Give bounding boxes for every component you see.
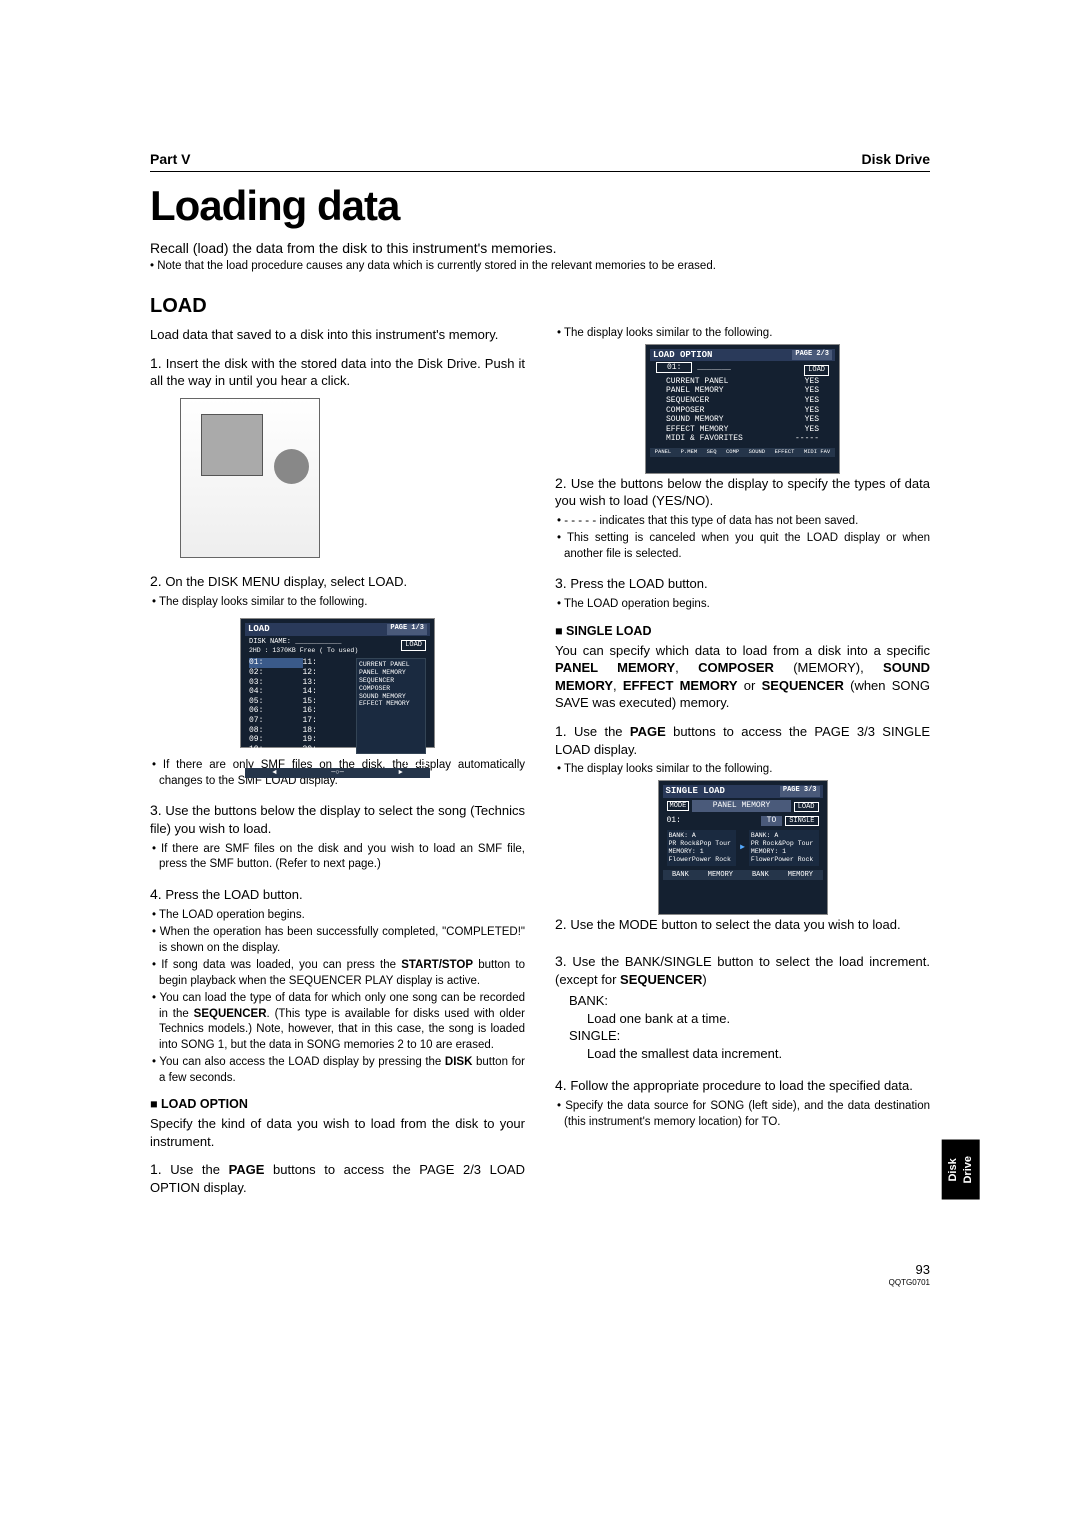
right-column: • The display looks similar to the follo… bbox=[555, 326, 930, 1201]
step-4: 4. Press the LOAD button. bbox=[150, 885, 525, 904]
disk-drive-illustration bbox=[180, 398, 320, 558]
arrow-icon: ▶ bbox=[740, 843, 745, 853]
section-label: Disk Drive bbox=[862, 150, 930, 169]
step-2: 2. On the DISK MENU display, select LOAD… bbox=[150, 572, 525, 591]
load-screen: LOADPAGE 1/3 DISK NAME: ___________ LOAD… bbox=[240, 618, 435, 748]
lo-step-1: 1. Use the PAGE buttons to access the PA… bbox=[150, 1160, 525, 1196]
intro-note: • Note that the load procedure causes an… bbox=[150, 259, 930, 275]
sl-step-3: 3. Use the BANK/SINGLE button to select … bbox=[555, 952, 930, 988]
load-button[interactable]: LOAD bbox=[804, 365, 829, 375]
step-3-note: • If there are SMF files on the disk and… bbox=[150, 842, 525, 873]
sl-step-1: 1. Use the PAGE buttons to access the PA… bbox=[555, 722, 930, 758]
load-intro: Load data that saved to a disk into this… bbox=[150, 326, 525, 344]
sl-step-4: 4. Follow the appropriate procedure to l… bbox=[555, 1076, 930, 1095]
single-load-text: You can specify which data to load from … bbox=[555, 642, 930, 712]
step-1: 1. Insert the disk with the stored data … bbox=[150, 354, 525, 390]
load-option-text: Specify the kind of data you wish to loa… bbox=[150, 1115, 525, 1150]
right-note-1: • The display looks similar to the follo… bbox=[555, 326, 930, 342]
side-tab: Disk Drive bbox=[942, 1140, 980, 1200]
page-footer: Disk Drive 93 QQTG0701 bbox=[150, 1261, 930, 1289]
single-load-heading: ■ SINGLE LOAD bbox=[555, 623, 930, 640]
r-step-2: 2. Use the buttons below the display to … bbox=[555, 474, 930, 510]
page-header: Part V Disk Drive bbox=[150, 150, 930, 172]
part-label: Part V bbox=[150, 150, 190, 169]
load-button[interactable]: LOAD bbox=[401, 640, 426, 650]
step-3: 3. Use the buttons below the display to … bbox=[150, 801, 525, 837]
step-2-note: • The display looks similar to the follo… bbox=[150, 595, 525, 611]
sl-step-2: 2. Use the MODE button to select the dat… bbox=[555, 915, 930, 934]
r-step-3: 3. Press the LOAD button. bbox=[555, 574, 930, 593]
page-number: 93 bbox=[916, 1262, 930, 1277]
mode-button[interactable]: MODE bbox=[667, 801, 690, 811]
doc-code: QQTG0701 bbox=[150, 1278, 930, 1289]
left-column: Load data that saved to a disk into this… bbox=[150, 326, 525, 1201]
load-option-screen: LOAD OPTIONPAGE 2/3 01: _______ LOAD CUR… bbox=[645, 344, 840, 474]
page-title: Loading data bbox=[150, 178, 930, 235]
intro-text: Recall (load) the data from the disk to … bbox=[150, 239, 930, 258]
single-load-screen: SINGLE LOADPAGE 3/3 MODE PANEL MEMORY LO… bbox=[658, 780, 828, 915]
single-button[interactable]: SINGLE bbox=[785, 816, 818, 826]
smf-button[interactable]: SMF bbox=[405, 756, 426, 766]
load-option-heading: ■ LOAD OPTION bbox=[150, 1096, 525, 1113]
load-button[interactable]: LOAD bbox=[794, 802, 819, 812]
load-heading: LOAD bbox=[150, 293, 930, 320]
